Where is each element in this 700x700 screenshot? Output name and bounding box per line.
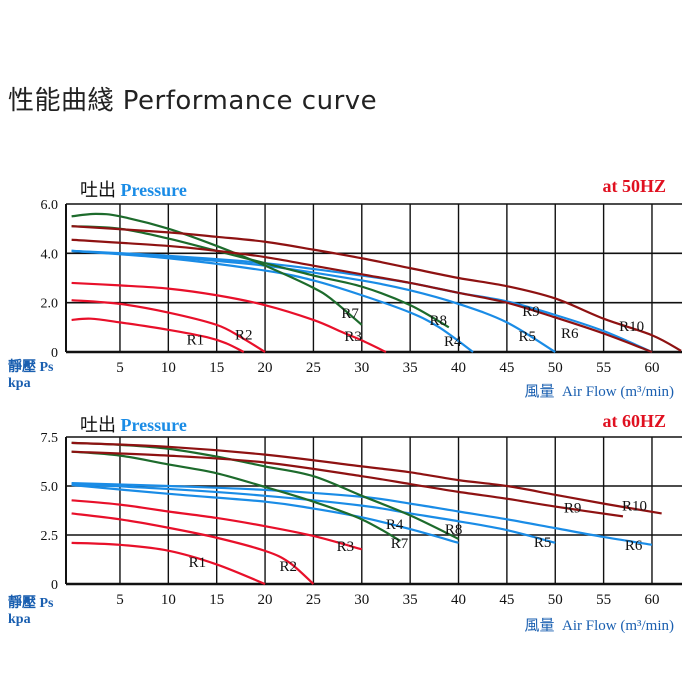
xlabel-en: Air Flow (m³/min) xyxy=(562,618,674,634)
series-line-r1 xyxy=(71,541,266,586)
xlabel-en: Air Flow (m³/min) xyxy=(562,384,674,400)
header-cn: 吐出 xyxy=(80,415,116,435)
x-tick-label: 35 xyxy=(403,360,418,376)
x-tick-label: 20 xyxy=(258,592,273,608)
series-label-r10: R10 xyxy=(622,499,647,515)
series-label-r8: R8 xyxy=(445,522,463,538)
y-tick-label: 7.5 xyxy=(41,431,59,446)
series-line-r5 xyxy=(71,482,556,544)
y-tick-label: 2.0 xyxy=(41,297,59,312)
series-line-r2 xyxy=(71,299,266,353)
x-tick-label: 60 xyxy=(644,592,659,608)
x-tick-label: 35 xyxy=(403,592,418,608)
x-tick-label: 45 xyxy=(499,592,514,608)
y-unit: kpa xyxy=(8,376,31,391)
x-axis-label-50hz: 風量 Air Flow (m³/min) xyxy=(524,380,674,401)
ylabel-en: Ps xyxy=(39,596,54,611)
x-tick-label: 5 xyxy=(116,592,124,608)
header-pressure: Pressure xyxy=(120,415,187,435)
series-line-r7 xyxy=(71,212,363,326)
chart-1: 0 2.5 5.0 7.5 5 10 15 20 25 30 35 40 45 50 55 60 R1 R2 R3 R… xyxy=(41,431,682,608)
x-tick-label: 40 xyxy=(451,592,466,608)
series-line-r7 xyxy=(71,450,402,542)
x-tick-label: 50 xyxy=(548,592,563,608)
x-axis-label-60hz: 風量 Air Flow (m³/min) xyxy=(524,614,674,635)
series-label-r2: R2 xyxy=(235,328,253,344)
series-label-r2: R2 xyxy=(280,559,298,575)
series-label-r4: R4 xyxy=(444,334,462,350)
series-label-r3: R3 xyxy=(344,329,362,345)
y-tick-label: 5.0 xyxy=(41,480,59,495)
series-line-r9 xyxy=(71,450,624,518)
series-line-r4 xyxy=(71,483,459,544)
series-label-r10: R10 xyxy=(619,319,644,335)
header-pressure: Pressure xyxy=(120,180,187,200)
y-tick-label: 0 xyxy=(51,578,58,593)
series-line-r10 xyxy=(71,441,662,515)
series-label-r7: R7 xyxy=(391,536,409,552)
series-line-r9 xyxy=(71,238,653,354)
x-tick-label: 15 xyxy=(209,360,224,376)
chart-0: 0 2.0 4.0 6.0 5 10 15 20 25 30 35 40 45 50 55 60 R1 R2 R3 R… xyxy=(41,198,682,376)
chart-50hz-header: 吐出 Pressure xyxy=(80,176,187,202)
series-line-r10 xyxy=(71,225,682,352)
x-tick-label: 10 xyxy=(161,360,176,376)
series-line-r5 xyxy=(71,249,556,353)
x-tick-label: 25 xyxy=(306,360,321,376)
x-tick-label: 55 xyxy=(596,360,611,376)
ylabel-cn: 靜壓 xyxy=(8,360,36,375)
x-tick-label: 60 xyxy=(644,360,659,376)
series-label-r9: R9 xyxy=(564,501,582,517)
series-label-r6: R6 xyxy=(561,326,579,342)
series-label-r9: R9 xyxy=(522,304,540,320)
ylabel-cn: 靜壓 xyxy=(8,596,36,611)
ylabel-en: Ps xyxy=(39,360,54,375)
y-tick-label: 2.5 xyxy=(41,529,59,544)
x-tick-label: 20 xyxy=(258,360,273,376)
y-tick-label: 6.0 xyxy=(41,198,59,213)
header-cn: 吐出 xyxy=(80,180,116,200)
series-line-r6 xyxy=(71,481,653,546)
x-tick-label: 45 xyxy=(499,360,514,376)
x-tick-label: 30 xyxy=(354,592,369,608)
series-label-r1: R1 xyxy=(189,555,207,571)
series-line-r4 xyxy=(71,249,474,353)
series-label-r5: R5 xyxy=(534,535,552,551)
y-tick-label: 4.0 xyxy=(41,247,59,262)
series-line-r1 xyxy=(71,317,245,353)
chart-60hz-header: 吐出 Pressure xyxy=(80,411,187,437)
series-line-r3 xyxy=(71,499,363,551)
series-label-r3: R3 xyxy=(337,539,355,555)
xlabel-cn: 風量 xyxy=(524,384,555,400)
x-tick-label: 10 xyxy=(161,592,176,608)
x-tick-label: 30 xyxy=(354,360,369,376)
frequency-label-50hz: at 50HZ xyxy=(602,176,666,196)
x-tick-label: 50 xyxy=(548,360,563,376)
series-line-r3 xyxy=(71,281,387,353)
series-label-r1: R1 xyxy=(187,333,205,349)
series-line-r2 xyxy=(71,512,315,585)
page-title: 性能曲綫 Performance curve xyxy=(8,86,378,116)
x-tick-label: 25 xyxy=(306,592,321,608)
xlabel-cn: 風量 xyxy=(524,618,555,634)
x-tick-label: 55 xyxy=(596,592,611,608)
x-tick-label: 15 xyxy=(209,592,224,608)
x-tick-label: 5 xyxy=(116,360,124,376)
frequency-label-60hz: at 60HZ xyxy=(602,411,666,431)
series-label-r8: R8 xyxy=(429,313,447,329)
series-label-r5: R5 xyxy=(518,329,536,345)
y-axis-label-50hz: 靜壓 Ps kpa xyxy=(8,360,54,392)
y-tick-label: 0 xyxy=(51,346,58,361)
y-axis-label-60hz: 靜壓 Ps kpa xyxy=(8,596,54,628)
series-label-r7: R7 xyxy=(341,306,359,322)
y-unit: kpa xyxy=(8,612,31,627)
series-label-r4: R4 xyxy=(386,517,404,533)
series-label-r6: R6 xyxy=(625,538,643,554)
x-tick-label: 40 xyxy=(451,360,466,376)
